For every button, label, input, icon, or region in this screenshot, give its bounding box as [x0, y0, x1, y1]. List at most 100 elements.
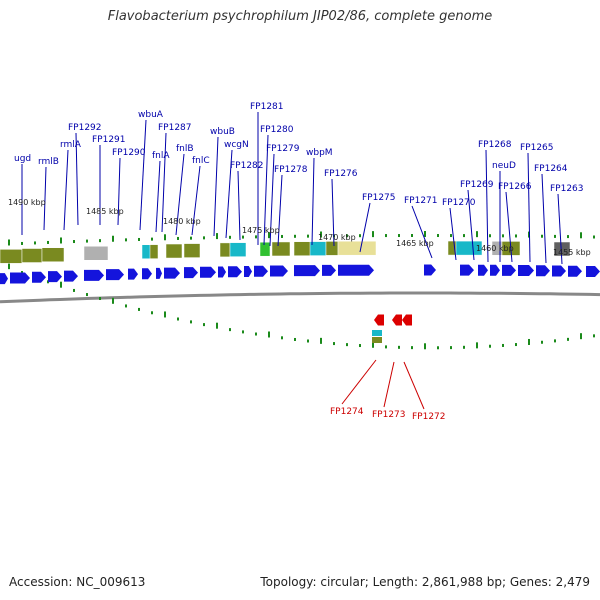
inner-tick	[229, 328, 231, 332]
forward-gene-arrow	[322, 264, 336, 276]
leader-line	[117, 157, 121, 226]
outer-tick	[190, 236, 192, 240]
outer-tick	[359, 234, 361, 238]
kbp-label: 1480 kbp	[163, 217, 201, 226]
leader-line	[485, 149, 489, 263]
accession-text: Accession: NC_009613	[9, 575, 146, 589]
kbp-label: 1465 kbp	[396, 239, 434, 248]
inner-tick	[268, 331, 270, 338]
cog-box	[141, 244, 151, 260]
forward-gene-label: fnlC	[192, 156, 210, 166]
cog-box	[229, 242, 247, 257]
kbp-label: 1470 kbp	[318, 233, 356, 242]
leader-line	[277, 174, 283, 247]
forward-gene-label: FP1280	[260, 125, 294, 135]
inner-tick	[567, 337, 569, 341]
outer-tick	[99, 239, 101, 243]
leader-line	[467, 189, 475, 261]
forward-gene-arrow	[128, 268, 138, 280]
leader-line	[43, 166, 47, 231]
forward-gene-arrow	[254, 265, 268, 277]
forward-gene-label: fnlB	[176, 144, 194, 154]
forward-gene-track	[0, 264, 600, 285]
inner-tick	[190, 320, 192, 324]
inner-tick	[307, 339, 309, 343]
forward-gene-arrow	[568, 265, 582, 277]
forward-gene-arrow	[490, 264, 500, 276]
forward-gene-arrow	[184, 267, 198, 279]
outer-tick	[177, 236, 179, 240]
inner-tick	[112, 297, 114, 304]
forward-gene-arrow	[502, 264, 516, 276]
outer-tick	[450, 234, 452, 238]
inner-tick	[60, 281, 62, 288]
cog-track	[0, 240, 571, 264]
outer-tick	[229, 235, 231, 239]
reverse-gene-arrow	[392, 314, 402, 326]
reverse-gene-label: FP1272	[412, 412, 446, 422]
backbone-track	[0, 291, 600, 304]
inner-tick	[99, 296, 101, 300]
leader-line	[237, 170, 241, 241]
reverse-gene-label: FP1274	[330, 407, 364, 417]
inner-tick	[242, 330, 244, 334]
outer-tick	[320, 231, 322, 238]
forward-gene-label: ugd	[14, 154, 31, 164]
forward-gene-arrow	[142, 268, 152, 280]
outer-tick	[307, 234, 309, 238]
inner-tick	[86, 293, 88, 297]
genome-backbone	[0, 291, 600, 304]
kbp-label: 1490 kbp	[8, 198, 46, 207]
leader-line	[383, 361, 395, 408]
leader-line	[341, 359, 377, 405]
forward-gene-arrow	[10, 272, 30, 284]
forward-gene-label: FP1265	[520, 143, 554, 153]
outer-tick	[242, 235, 244, 239]
forward-gene-label: FP1282	[230, 161, 264, 171]
reverse-gene-track	[372, 314, 412, 343]
forward-gene-label: FP1271	[404, 196, 438, 206]
forward-gene-label: rmlB	[38, 157, 59, 167]
inner-tick	[515, 343, 517, 347]
outer-tick	[281, 234, 283, 238]
forward-gene-arrow	[48, 271, 62, 283]
leader-line	[225, 149, 233, 239]
inner-tick	[333, 342, 335, 346]
forward-gene-label: fnlA	[152, 151, 170, 161]
leader-line	[139, 119, 147, 231]
inner-tick	[502, 343, 504, 347]
leader-line	[331, 178, 335, 247]
forward-gene-label: FP1269	[460, 180, 494, 190]
outer-tick	[593, 235, 595, 239]
forward-gene-label: FP1275	[362, 193, 396, 203]
forward-gene-arrow	[164, 267, 180, 279]
outer-tick	[21, 241, 23, 245]
leader-line	[505, 191, 513, 263]
forward-gene-label: wbuA	[138, 110, 164, 120]
outer-tick	[502, 234, 504, 238]
kbp-label: 1455 kbp	[553, 248, 591, 257]
forward-gene-label: wcgN	[224, 140, 249, 150]
leader-line	[527, 152, 531, 263]
forward-gene-label: FP1290	[112, 148, 146, 158]
inner-tick	[8, 263, 10, 270]
outer-tick	[86, 239, 88, 243]
outer-tick	[60, 237, 62, 244]
forward-gene-label: rmlA	[60, 140, 82, 150]
forward-gene-arrow	[270, 265, 288, 277]
forward-gene-label: FP1268	[478, 140, 512, 150]
forward-gene-label: FP1279	[266, 144, 300, 154]
forward-gene-arrow	[294, 265, 320, 277]
outer-tick	[515, 234, 517, 238]
leader-line	[449, 207, 457, 261]
reverse-gene-label: FP1273	[372, 410, 406, 420]
leader-line	[541, 173, 547, 264]
forward-gene-arrow	[424, 264, 436, 276]
leader-line	[359, 202, 371, 253]
cog-box	[372, 330, 382, 336]
forward-gene-arrow	[0, 273, 8, 285]
inner-tick	[177, 317, 179, 321]
inner-tick	[125, 304, 127, 308]
kbp-tick-track	[8, 231, 595, 350]
